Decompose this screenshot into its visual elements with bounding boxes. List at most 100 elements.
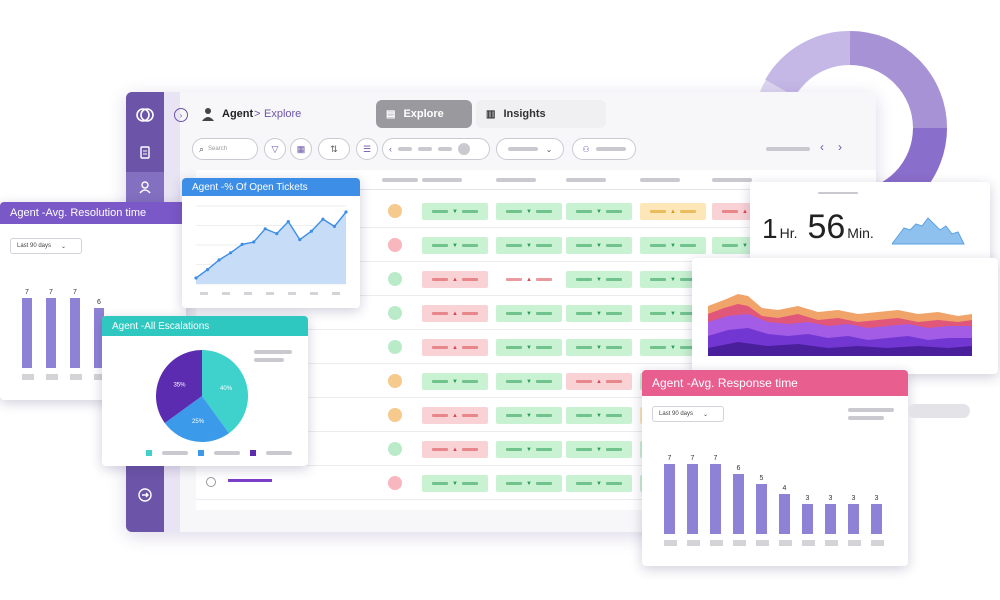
x-tick-label — [222, 292, 230, 295]
agent-name — [228, 479, 272, 482]
bar-category-label — [70, 374, 82, 380]
data-point — [275, 232, 279, 236]
expand-chevron-icon[interactable]: › — [174, 108, 188, 122]
bar-value-label: 4 — [783, 485, 787, 492]
explore-icon: ▤ — [386, 108, 396, 120]
bar-category-label — [94, 374, 106, 380]
tab-explore[interactable]: ▤ Explore — [376, 100, 472, 128]
filter-icon: ▽ — [271, 143, 279, 154]
metric-cell: ▲ — [640, 203, 706, 220]
next-page-icon[interactable]: › — [838, 140, 842, 154]
group-filter[interactable]: ⚇ — [572, 138, 636, 160]
resolution-period-select[interactable]: Last 90 days ⌄ — [10, 238, 82, 254]
metric-cell: ▲ — [422, 441, 488, 458]
hours-unit: Hr. — [779, 225, 798, 241]
breadcrumb-root[interactable]: Agent — [222, 108, 254, 120]
documents-icon[interactable] — [126, 138, 164, 168]
response-bar-chart: 7 7 7 6 5 4 3 3 3 3 — [664, 455, 884, 546]
row-checkbox[interactable] — [206, 477, 216, 487]
open-tickets-area-chart — [194, 205, 348, 295]
bar-category-label — [825, 540, 838, 546]
status-icon — [388, 238, 402, 252]
tab-insights-label: Insights — [503, 108, 546, 120]
metric-cell: ▲ — [566, 373, 632, 390]
data-point — [321, 217, 325, 221]
search-box[interactable]: ⌕ Search — [192, 138, 258, 160]
data-point — [286, 220, 290, 224]
bar — [871, 504, 882, 534]
grid-header — [196, 170, 876, 190]
metric-cell: ▼ — [422, 373, 488, 390]
agent-icon — [200, 106, 216, 127]
brand-logo-icon — [126, 100, 164, 130]
data-point — [344, 210, 348, 214]
metric-cell: ▼ — [640, 237, 706, 254]
user-icon[interactable] — [126, 172, 164, 202]
resolution-card-title: Agent -Avg. Resolution time — [0, 202, 186, 224]
date-range-picker[interactable]: ‹ — [382, 138, 490, 160]
data-point — [217, 258, 221, 262]
resolution-bar-chart: 7 7 7 6 — [22, 289, 106, 380]
bar — [22, 298, 32, 368]
table-row[interactable]: ▲▼▼▼▲ — [196, 330, 876, 364]
escalations-card-title: Agent -All Escalations — [102, 316, 308, 336]
bar-value-label: 7 — [691, 455, 695, 462]
pie-slice — [202, 350, 249, 434]
prev-page-icon[interactable]: ‹ — [820, 140, 824, 154]
open-tickets-card-title: Agent -% Of Open Tickets — [182, 178, 360, 196]
list-icon: ☰ — [362, 143, 372, 154]
response-time-card: Agent -Avg. Response time Last 90 days ⌄… — [642, 370, 908, 566]
table-view-button[interactable]: ▦ — [290, 138, 312, 160]
x-tick-label — [266, 292, 274, 295]
bar — [710, 464, 721, 534]
bar — [94, 308, 104, 368]
metric-cell: ▼ — [422, 203, 488, 220]
status-icon — [388, 340, 402, 354]
tab-explore-label: Explore — [403, 108, 444, 120]
bar — [825, 504, 836, 534]
x-tick-label — [200, 292, 208, 295]
bar — [70, 298, 80, 368]
area-line — [195, 211, 347, 279]
x-tick-label — [244, 292, 252, 295]
sort-button[interactable]: ⇅ — [318, 138, 350, 160]
bar-category-label — [687, 540, 700, 546]
hours-value: 1 — [762, 213, 778, 244]
metric-cell: ▲ — [422, 271, 488, 288]
bar-category-label — [46, 374, 58, 380]
status-icon — [388, 204, 402, 218]
bar-value-label: 3 — [829, 495, 833, 502]
pie-slice-label: 25% — [192, 419, 205, 425]
status-icon — [388, 374, 402, 388]
pie-slice — [164, 396, 230, 442]
bar-value-label: 5 — [760, 475, 764, 482]
filter-button[interactable]: ▽ — [264, 138, 286, 160]
metric-cell: ▼ — [640, 305, 706, 322]
bar — [687, 464, 698, 534]
bar-value-label: 3 — [875, 495, 879, 502]
bar-value-label: 7 — [49, 289, 53, 296]
bar-category-label — [22, 374, 34, 380]
metric-cell: ▲ — [496, 271, 562, 288]
logout-icon[interactable] — [126, 480, 164, 510]
search-icon: ⌕ — [199, 143, 205, 154]
metric-cell: ▼ — [496, 373, 562, 390]
scrollbar[interactable] — [908, 404, 970, 418]
response-period-select[interactable]: Last 90 days ⌄ — [652, 406, 724, 422]
breadcrumb-current: Explore — [264, 108, 302, 120]
metric-cell: ▼ — [566, 339, 632, 356]
minutes-value: 56 — [807, 208, 846, 246]
bar — [848, 504, 859, 534]
data-point — [309, 229, 313, 233]
table-icon: ▦ — [296, 143, 306, 154]
dropdown-select[interactable]: ⌄ — [496, 138, 564, 160]
bar-category-label — [710, 540, 723, 546]
bar-value-label: 3 — [806, 495, 810, 502]
tab-insights[interactable]: ▥ Insights — [476, 100, 606, 128]
chevron-down-icon: ⌄ — [545, 144, 553, 154]
list-view-button[interactable]: ☰ — [356, 138, 378, 160]
metric-cell: ▼ — [422, 237, 488, 254]
volume-stacked-area-chart — [708, 294, 972, 356]
group-icon: ⚇ — [582, 144, 590, 154]
pie-slice-label: 35% — [173, 383, 186, 389]
